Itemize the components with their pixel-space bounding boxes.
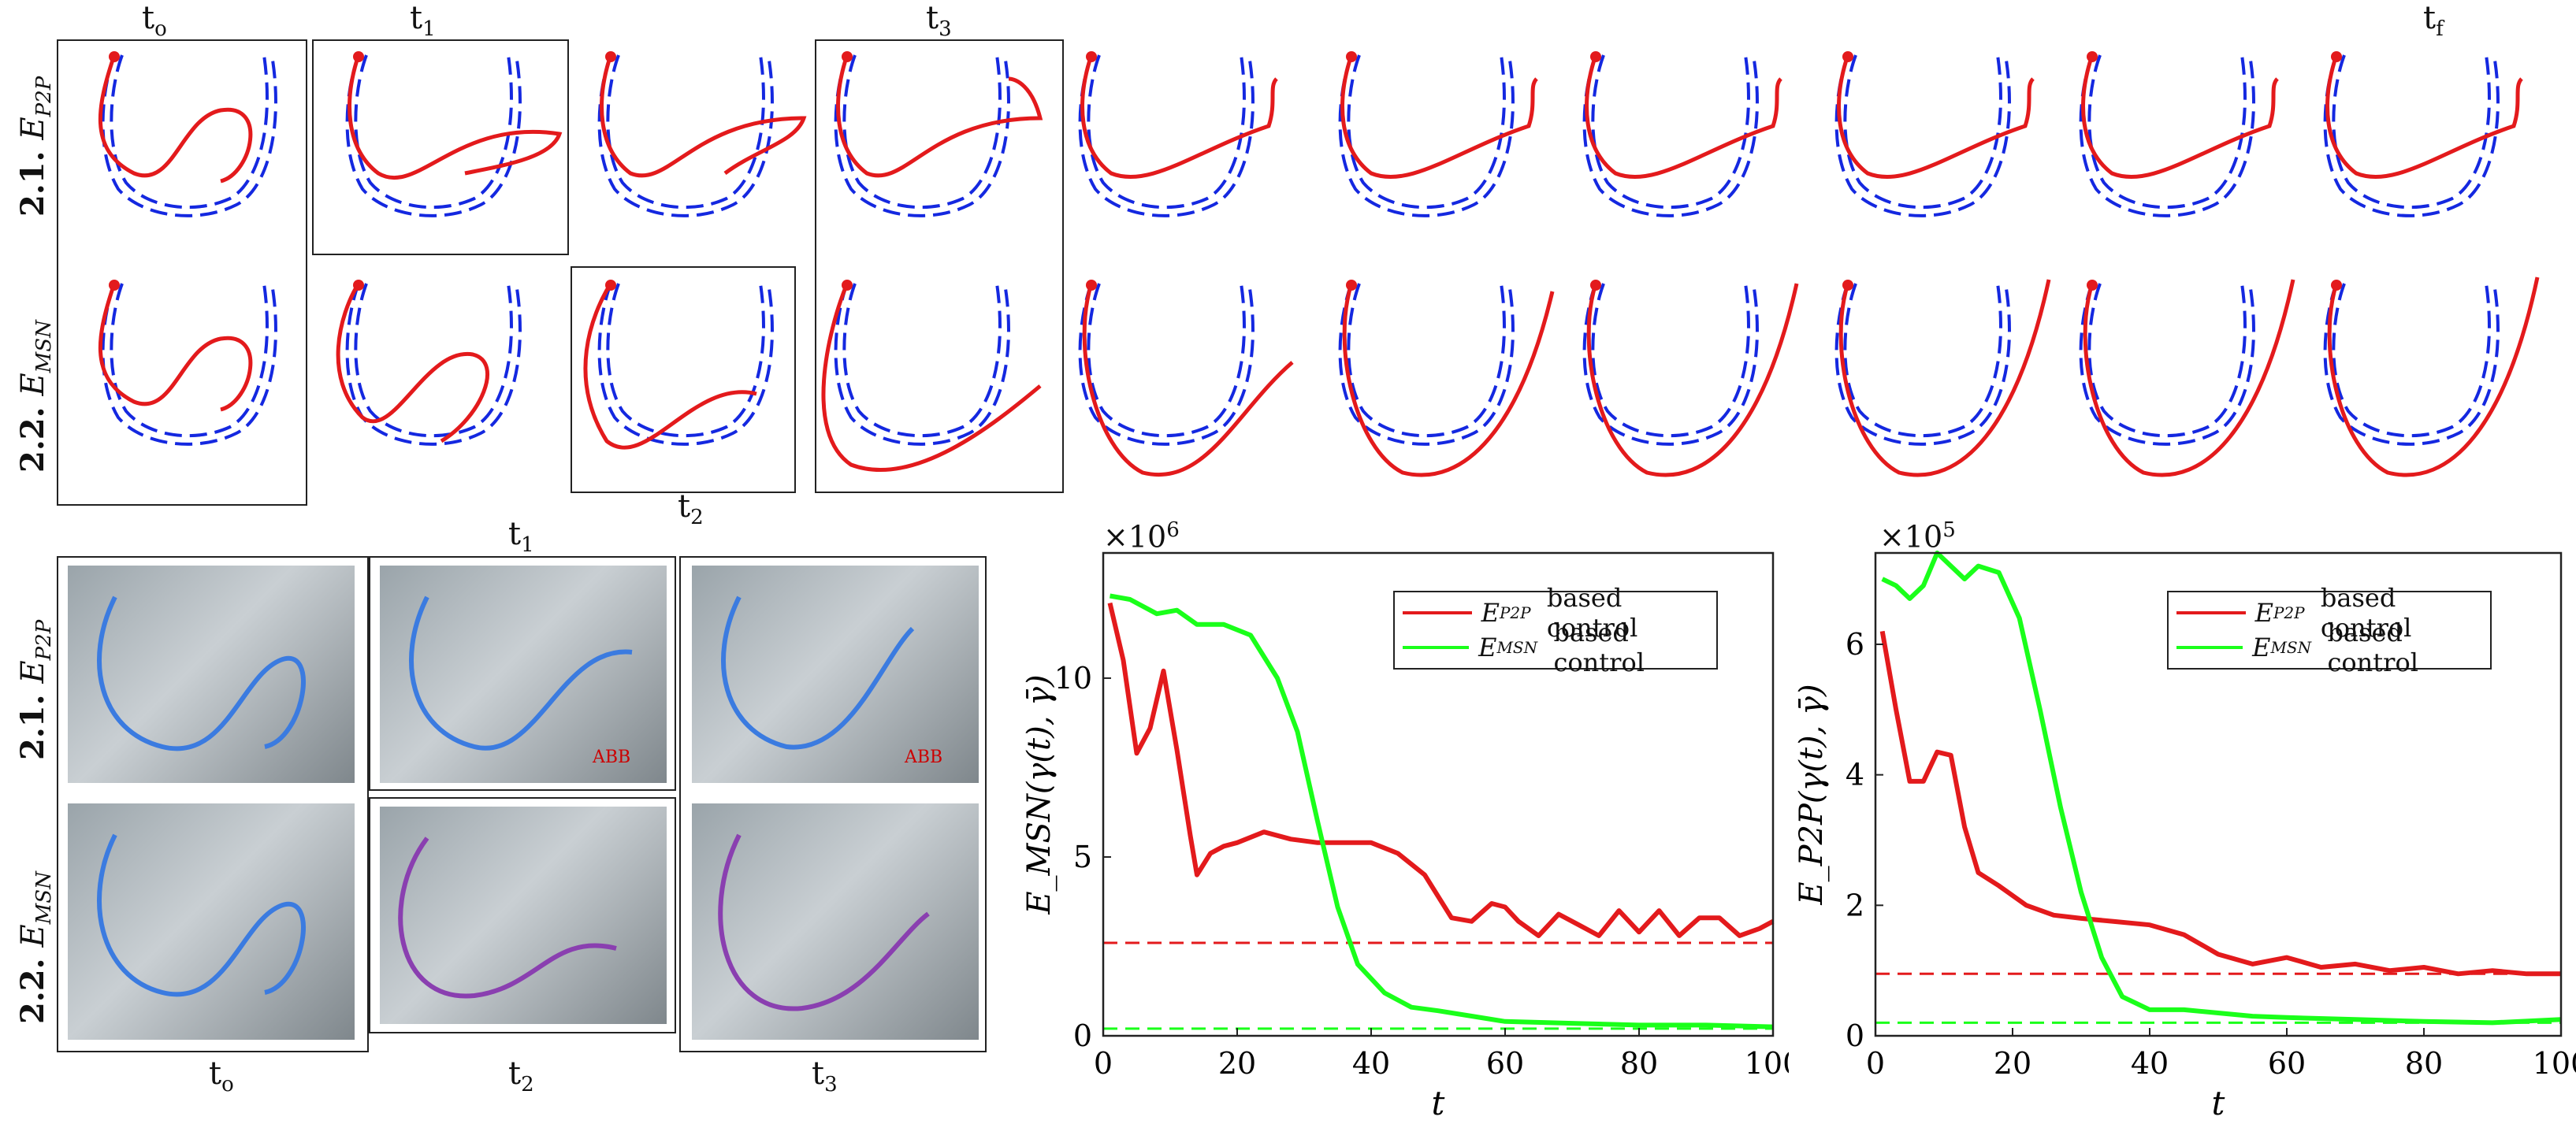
frame-t3 (815, 39, 1064, 493)
snapshot-r2-9 (2079, 278, 2295, 477)
snapshot-r2-5 (1078, 278, 1294, 477)
x-tick-label: 40 (1352, 1046, 1390, 1081)
top-label-t1: t1 (410, 0, 436, 41)
x-tick-label: 100 (2533, 1046, 2576, 1081)
chart1-legend-p2p: E P2P based control (2169, 583, 2490, 643)
snapshot-r2-1 (99, 278, 277, 446)
series-line-0 (1107, 602, 1775, 938)
chart1-legend: E P2P based control E MSN based control (2167, 583, 2492, 677)
snapshot-r1-1 (99, 50, 277, 217)
abb-logo: ABB (592, 748, 630, 767)
x-tick-label: 20 (1218, 1046, 1256, 1081)
y-axis-label: E_MSN(γ(t), γ̄) (1021, 674, 1058, 915)
chart-msn-energy: 0 20 40 60 80 100 0 5 10 t E_MSN(γ(t), γ̄) ×106 EP… (1017, 512, 1801, 1136)
robot-photo-p2p-t0 (68, 566, 355, 783)
x-tick-label: 20 (1994, 1046, 2031, 1081)
snapshot-r2-10 (2323, 276, 2540, 477)
snapshot-grid (99, 50, 2540, 477)
snapshot-r1-4 (834, 50, 1043, 217)
photo-frame-t3 (679, 556, 987, 1052)
photo-label-t2: t2 (508, 1056, 534, 1096)
x-tick-label: 80 (2405, 1046, 2443, 1081)
top-label-tf: tf (2423, 0, 2444, 41)
y-tick-label: 5 (1073, 840, 1092, 874)
x-tick-label: 40 (2131, 1046, 2169, 1081)
chart0-exponent: ×106 (1103, 518, 1180, 555)
plot-frame (1102, 551, 1775, 1037)
photo-label-t1: t1 (508, 516, 534, 557)
chart0-legend: E P2P based control E MSN based control (1393, 583, 1718, 677)
x-axis-label: t (1432, 1084, 1445, 1122)
snapshot-r1-2 (345, 50, 563, 217)
x-tick-label: 60 (1486, 1046, 1524, 1081)
x-axis-label: t (2212, 1084, 2225, 1122)
chart0-legend-msn: E MSN based control (1395, 618, 1716, 677)
photo-frame-t2 (369, 797, 676, 1033)
robot-photo-msn-t0 (68, 803, 355, 1040)
svg-text:ABB: ABB (904, 748, 942, 767)
y-tick-label: 0 (1846, 1018, 1864, 1053)
snapshot-r1-5 (1078, 50, 1279, 217)
photo-frame-t1 (369, 556, 676, 791)
chart-p2p-energy: 0 20 40 60 80 100 0 2 4 6 t E_P2P(γ(t), γ̄) ×105 EP… (1794, 512, 2576, 1136)
x-tick-label: 0 (1094, 1046, 1113, 1081)
x-tick-label: 100 (1745, 1046, 1789, 1081)
snapshot-r1-9 (2079, 50, 2280, 217)
y-tick-label: 10 (1054, 661, 1092, 696)
snapshot-r2-2 (336, 278, 522, 446)
robot-photo-msn-t3 (692, 803, 979, 1040)
x-tick-label: 60 (2268, 1046, 2306, 1081)
snapshot-r1-3 (597, 50, 807, 217)
robot-photo-msn-t2 (380, 807, 667, 1024)
x-tick-label: 0 (1866, 1046, 1885, 1081)
series-line-1 (1109, 593, 1774, 1030)
y-tick-label: 4 (1846, 758, 1864, 792)
chart1-legend-msn: E MSN based control (2169, 618, 2490, 677)
snapshot-r1-10 (2323, 50, 2524, 217)
y-tick-label: 6 (1846, 627, 1864, 662)
snapshot-r2-8 (1834, 278, 2051, 477)
x-tick-label: 80 (1620, 1046, 1658, 1081)
snapshot-r1-7 (1582, 50, 1783, 217)
snapshot-r2-3 (583, 278, 774, 450)
frame-t2 (571, 266, 796, 493)
robot-photo-p2p-t3: ABB (692, 566, 979, 783)
top-label-t2: t2 (678, 488, 704, 529)
series-line-1 (1881, 551, 2562, 1026)
chart0-legend-p2p: E P2P based control (1395, 583, 1716, 643)
snapshot-r2-4 (821, 278, 1042, 472)
photo-label-t3: t3 (812, 1056, 838, 1096)
snapshot-r1-8 (1834, 50, 2035, 217)
photo-row-label-msn: 2.2. EMSN (14, 871, 56, 1024)
photo-row-label-p2p: 2.1. EP2P (14, 619, 56, 760)
photo-label-t0: to (209, 1056, 234, 1096)
y-tick-label: 2 (1846, 888, 1864, 922)
snapshot-r2-7 (1582, 278, 1799, 477)
y-tick-label: 0 (1073, 1018, 1092, 1053)
frame-t1 (312, 39, 569, 255)
y-axis-label: E_P2P(γ(t), γ̄) (1797, 684, 1830, 905)
robot-photo-p2p-t1: ABB (380, 566, 667, 783)
top-label-t0: to (142, 0, 167, 41)
snapshot-r2-6 (1338, 278, 1555, 477)
snapshot-r1-6 (1338, 50, 1539, 217)
frame-t0 (57, 39, 307, 506)
plot-frame (1874, 551, 2563, 1037)
top-label-t3: t3 (926, 0, 952, 41)
series-line-0 (1879, 630, 2561, 977)
chart1-exponent: ×105 (1879, 518, 1956, 555)
photo-frame-t0 (57, 556, 369, 1052)
